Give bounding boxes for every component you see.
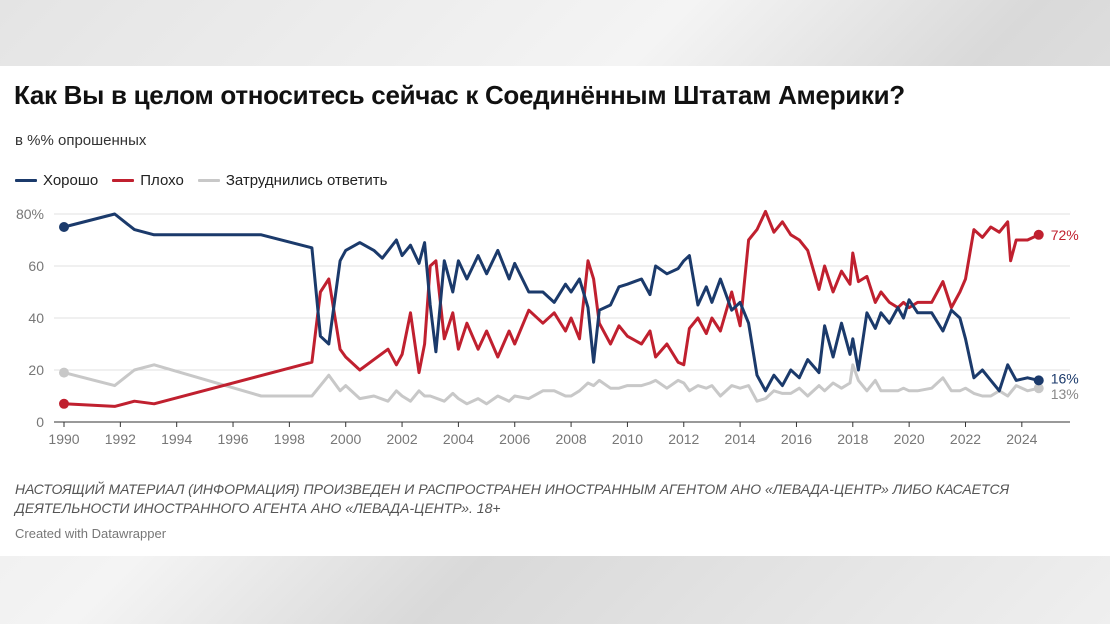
y-tick-label-60: 60: [28, 258, 44, 274]
end-label-undecided: 13%: [1051, 386, 1079, 402]
x-tick-label-1990: 1990: [48, 431, 79, 444]
series-line-undecided: [62, 363, 1041, 406]
end-label-good: 16%: [1051, 370, 1079, 386]
x-tick-label-2016: 2016: [781, 431, 812, 444]
x-tick-label-2024: 2024: [1006, 431, 1037, 444]
series-marker-good-end: [1033, 375, 1044, 386]
y-tick-label-0: 0: [36, 414, 44, 430]
chart-card: Как Вы в целом относитесь сейчас к Соеди…: [0, 66, 1110, 556]
series-marker-good-start: [59, 222, 69, 232]
x-tick-label-2004: 2004: [443, 431, 474, 444]
foreign-agent-disclaimer: НАСТОЯЩИЙ МАТЕРИАЛ (ИНФОРМАЦИЯ) ПРОИЗВЕД…: [15, 481, 1010, 516]
legend-label-bad: Плохо: [140, 172, 184, 189]
x-tick-label-1998: 1998: [274, 431, 305, 444]
legend-label-undecided: Затруднились ответить: [225, 172, 388, 189]
y-tick-label-20: 20: [28, 362, 44, 378]
legend-swatch-good: [15, 179, 37, 182]
chart-subtitle: в %% опрошенных: [15, 132, 147, 149]
series-marker-undecided-start: [59, 367, 69, 378]
x-tick-label-1994: 1994: [161, 431, 192, 444]
chart-legend: Хорошо Плохо Затруднились ответить: [15, 172, 387, 189]
series-marker-bad-end: [1033, 229, 1044, 240]
series-line-good: [62, 212, 1041, 393]
legend-item-undecided: Затруднились ответить: [197, 172, 388, 189]
legend-item-bad: Плохо: [112, 172, 184, 189]
chart-title: Как Вы в целом относитесь сейчас к Соеди…: [14, 80, 905, 110]
legend-swatch-undecided: [197, 179, 220, 182]
y-tick-label-80: 80%: [16, 206, 44, 222]
y-tick-label-40: 40: [28, 310, 44, 326]
series-marker-undecided-end: [1033, 383, 1044, 394]
x-tick-label-2020: 2020: [894, 431, 925, 444]
x-tick-label-1992: 1992: [105, 431, 136, 444]
x-tick-label-2012: 2012: [668, 431, 699, 444]
end-label-bad: 72%: [1051, 227, 1079, 243]
x-tick-label-1996: 1996: [217, 431, 248, 444]
series-line-bad: [62, 209, 1041, 408]
series-marker-bad-start: [59, 398, 69, 409]
x-tick-label-2002: 2002: [386, 431, 417, 444]
x-tick-label-2010: 2010: [612, 431, 643, 444]
x-tick-label-2022: 2022: [950, 431, 981, 444]
line-chart: 0 20 40 60 80% 1990 1992 1994 1996 1998 2000 2002 20…: [16, 206, 1079, 444]
legend-swatch-bad: [112, 179, 135, 182]
datawrapper-credit: Created with Datawrapper: [15, 526, 167, 541]
x-tick-label-2008: 2008: [556, 431, 587, 444]
x-tick-label-2006: 2006: [499, 431, 530, 444]
x-tick-label-2014: 2014: [725, 431, 756, 444]
x-tick-label-2018: 2018: [837, 431, 868, 444]
legend-item-good: Хорошо: [15, 172, 98, 189]
legend-label-good: Хорошо: [43, 172, 99, 189]
x-tick-label-2000: 2000: [330, 431, 361, 444]
